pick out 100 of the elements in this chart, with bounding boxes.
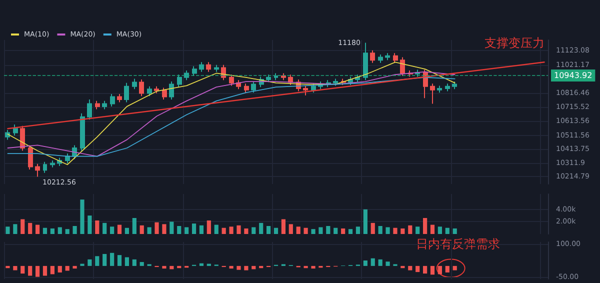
bar: [430, 224, 435, 234]
bar: [214, 224, 218, 234]
bar: [117, 255, 122, 266]
bar: [311, 266, 316, 269]
bar: [363, 209, 368, 234]
bar: [42, 266, 48, 276]
bar: [356, 226, 360, 234]
bar: [318, 227, 323, 234]
candlestick: [430, 83, 435, 104]
bar: [110, 226, 114, 234]
bar: [13, 266, 18, 270]
candlestick: [28, 144, 33, 170]
candlestick: [124, 82, 129, 103]
candlestick: [236, 80, 241, 90]
candlestick: [363, 42, 368, 81]
bar: [422, 218, 428, 234]
bar: [386, 262, 390, 266]
candlestick: [169, 81, 174, 100]
bar: [408, 225, 412, 234]
bar: [288, 224, 293, 234]
bar: [222, 228, 226, 234]
bar: [334, 228, 338, 234]
bar: [416, 266, 420, 272]
candlestick: [214, 64, 219, 72]
bar: [42, 228, 48, 234]
candlestick: [43, 161, 47, 174]
candlestick: [102, 100, 107, 110]
bar: [80, 200, 84, 234]
bar: [20, 219, 25, 234]
bar: [311, 229, 316, 234]
bar: [244, 228, 248, 234]
bar: [370, 222, 375, 234]
bar: [400, 228, 405, 234]
bar: [274, 228, 278, 234]
bar: [422, 266, 428, 274]
bar: [95, 220, 100, 234]
bar: [192, 224, 196, 234]
ref-line-label: 10943.92: [554, 70, 592, 80]
bar: [370, 258, 375, 266]
candlestick: [378, 54, 383, 64]
bar: [170, 222, 174, 234]
bar: [88, 259, 92, 266]
bar: [65, 229, 70, 234]
bar: [304, 228, 308, 234]
candlestick: [311, 83, 316, 94]
bar: [88, 216, 92, 234]
candlestick: [110, 94, 115, 107]
candlestick: [333, 78, 338, 86]
bar: [50, 228, 54, 234]
bar: [6, 226, 10, 234]
bar: [266, 226, 271, 234]
bar: [296, 226, 300, 234]
candlestick: [177, 74, 182, 88]
bar: [199, 225, 204, 234]
bar: [452, 266, 457, 270]
candlestick: [385, 52, 390, 61]
candlestick: [154, 86, 159, 94]
bar: [65, 266, 70, 271]
candlestick: [244, 83, 249, 94]
bar: [124, 257, 130, 266]
bar: [162, 224, 166, 234]
bar: [259, 222, 264, 234]
candlestick: [437, 85, 442, 94]
candlestick: [400, 56, 405, 76]
bar: [154, 222, 159, 234]
bar: [416, 226, 420, 234]
bar: [6, 266, 10, 268]
bar: [162, 266, 166, 269]
bar: [378, 226, 382, 234]
bar: [72, 226, 77, 234]
bar: [72, 266, 77, 269]
bar: [438, 266, 442, 274]
bar: [58, 227, 62, 234]
bar: [430, 266, 435, 275]
candlestick: [20, 125, 25, 152]
candlestick: [445, 83, 450, 92]
bar: [102, 222, 107, 234]
candlestick: [5, 130, 10, 140]
bar: [363, 260, 368, 266]
bar: [438, 226, 442, 234]
candlestick: [355, 74, 360, 83]
bar: [13, 224, 18, 234]
series-label: 支撑变压力: [484, 36, 544, 50]
bar: [177, 226, 182, 234]
candlestick: [95, 100, 100, 110]
bar: [229, 266, 234, 269]
candlestick: [139, 78, 144, 97]
bar: [95, 256, 100, 266]
bar: [199, 263, 204, 266]
bar: [445, 228, 450, 234]
bar: [50, 266, 54, 274]
bar: [147, 227, 152, 234]
candlestick: [452, 81, 457, 90]
bar: [206, 220, 211, 234]
candlestick: [132, 78, 137, 90]
candlestick: [50, 160, 55, 168]
bar: [348, 229, 353, 234]
candlestick: [370, 50, 375, 64]
bar: [132, 218, 136, 234]
line-series: [7, 62, 456, 166]
